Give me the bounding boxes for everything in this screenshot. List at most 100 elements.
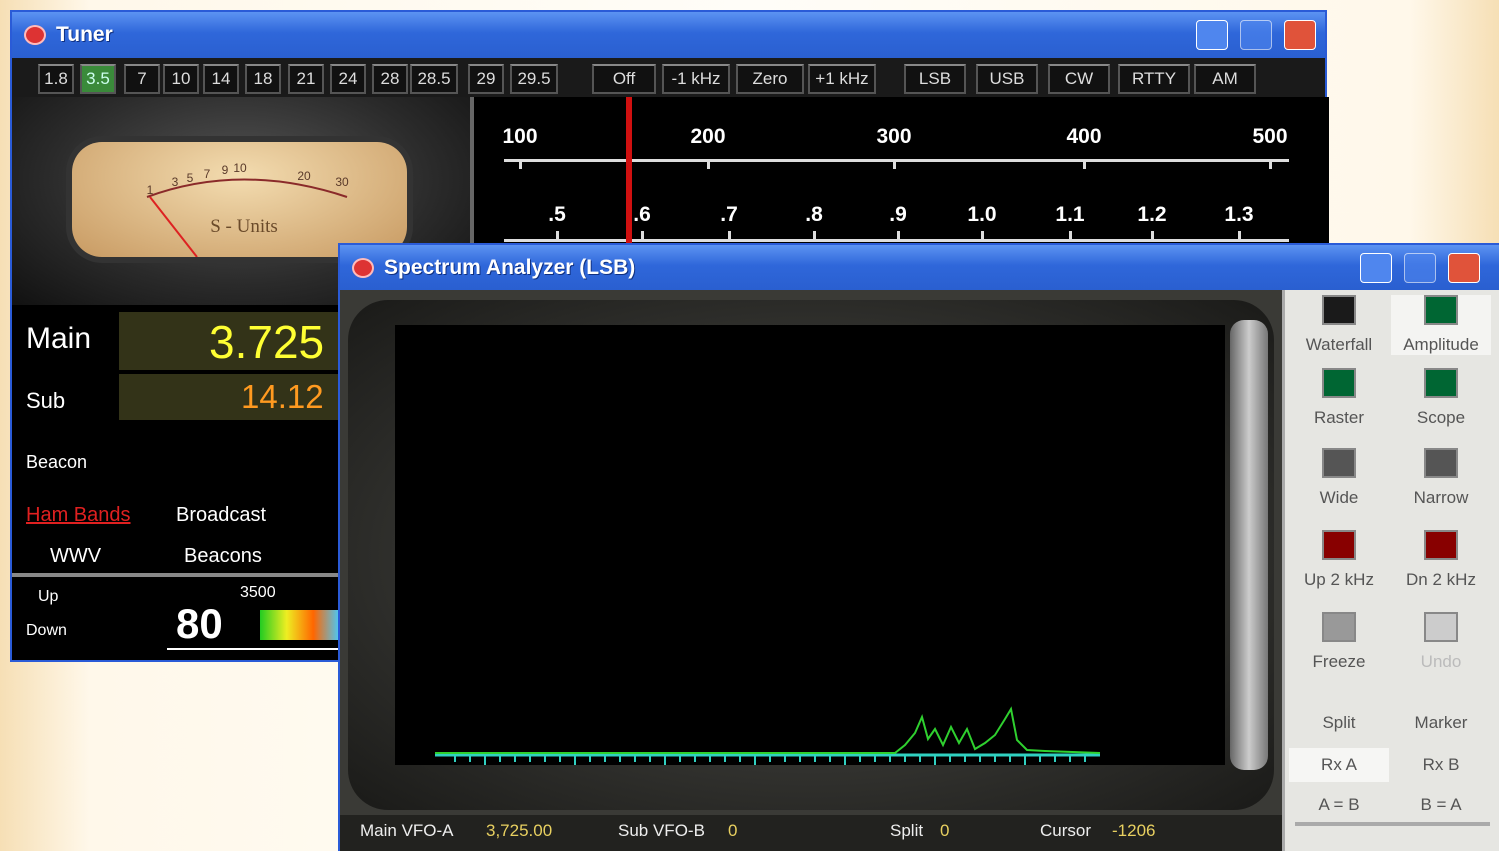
scale-tick	[981, 231, 984, 239]
scale-label: .7	[720, 203, 738, 227]
panel-button[interactable]: Amplitude	[1391, 295, 1491, 355]
up-label[interactable]: Up	[38, 588, 58, 606]
button-icon	[1424, 368, 1458, 398]
title-bar: Spectrum Analyzer (LSB)	[340, 245, 1499, 290]
spectrum-screen	[395, 325, 1225, 765]
button-label: Dn 2 kHz	[1391, 570, 1491, 590]
mode-button[interactable]: USB	[976, 64, 1038, 94]
mode-button[interactable]: CW	[1048, 64, 1110, 94]
band-button[interactable]: 29	[468, 64, 504, 94]
scale-label: .9	[889, 203, 907, 227]
scale-tick	[1269, 161, 1272, 169]
scale-line	[504, 239, 1289, 242]
panel-button[interactable]: Scope	[1391, 368, 1491, 428]
band-graph	[260, 610, 340, 640]
offset-button[interactable]: Zero	[736, 64, 804, 94]
down-label[interactable]: Down	[26, 622, 67, 640]
offset-button[interactable]: Off	[592, 64, 656, 94]
maximize-button[interactable]	[1404, 253, 1436, 283]
bezel-edge	[1230, 320, 1268, 770]
button-label: Narrow	[1391, 488, 1491, 508]
scale-label: 400	[1066, 125, 1101, 149]
meter-label: S - Units	[210, 216, 278, 237]
band-button[interactable]: 3.5	[80, 64, 116, 94]
tab[interactable]: Broadcast	[176, 504, 266, 527]
band-button[interactable]: 1.8	[38, 64, 74, 94]
band-button[interactable]: 28	[372, 64, 408, 94]
vfo-button[interactable]: Rx B	[1391, 748, 1491, 782]
button-label: Amplitude	[1391, 335, 1491, 355]
scale-tick	[556, 231, 559, 239]
window-title: Spectrum Analyzer (LSB)	[384, 256, 635, 280]
vfo-button[interactable]: Rx A	[1289, 748, 1389, 782]
scale-tick	[897, 231, 900, 239]
tuning-needle	[626, 97, 632, 245]
status-label: Cursor	[1040, 821, 1091, 841]
button-label: Freeze	[1289, 652, 1389, 672]
scale-label: .8	[805, 203, 823, 227]
band-button[interactable]: 21	[288, 64, 324, 94]
scale-label: 200	[690, 125, 725, 149]
mode-button[interactable]: RTTY	[1118, 64, 1190, 94]
scale-line	[504, 159, 1289, 162]
close-button[interactable]	[1448, 253, 1480, 283]
tab[interactable]: WWV	[50, 545, 101, 568]
slider[interactable]	[1295, 822, 1490, 826]
minimize-button[interactable]	[1196, 20, 1228, 50]
app-icon	[352, 258, 374, 278]
meter-tick: 20	[297, 169, 311, 183]
close-button[interactable]	[1284, 20, 1316, 50]
panel-button[interactable]: Narrow	[1391, 448, 1491, 508]
button-icon	[1424, 448, 1458, 478]
band-button[interactable]: 10	[163, 64, 199, 94]
button-label: Undo	[1391, 652, 1491, 672]
panel-button[interactable]: Up 2 kHz	[1289, 530, 1389, 590]
offset-button[interactable]: -1 kHz	[662, 64, 730, 94]
panel-button[interactable]: Freeze	[1289, 612, 1389, 672]
button-label: Wide	[1289, 488, 1389, 508]
main-label: Main	[26, 322, 91, 356]
scale-tick	[893, 161, 896, 169]
meter-tick: 5	[187, 171, 194, 185]
panel-button[interactable]: Raster	[1289, 368, 1389, 428]
panel-button[interactable]: Waterfall	[1289, 295, 1389, 355]
band-button[interactable]: 24	[330, 64, 366, 94]
panel-button[interactable]: Wide	[1289, 448, 1389, 508]
panel-button[interactable]: Dn 2 kHz	[1391, 530, 1491, 590]
maximize-button[interactable]	[1240, 20, 1272, 50]
status-value: 3,725.00	[486, 821, 552, 841]
band-number: 80	[176, 600, 223, 648]
tab[interactable]: Ham Bands	[26, 504, 131, 527]
vfo-button[interactable]: Split	[1289, 706, 1389, 740]
band-button[interactable]: 14	[203, 64, 239, 94]
button-icon	[1424, 530, 1458, 560]
meter-tick: 3	[172, 175, 179, 189]
offset-button[interactable]: +1 kHz	[808, 64, 876, 94]
band-button[interactable]: 18	[245, 64, 281, 94]
band-button[interactable]: 7	[124, 64, 160, 94]
vfo-button[interactable]: B = A	[1391, 788, 1491, 822]
minimize-button[interactable]	[1360, 253, 1392, 283]
mode-button[interactable]: LSB	[904, 64, 966, 94]
button-label: Waterfall	[1289, 335, 1389, 355]
band-start: 3500	[240, 584, 276, 602]
tab[interactable]: Beacons	[184, 545, 262, 568]
mode-button[interactable]: AM	[1194, 64, 1256, 94]
band-button[interactable]: 29.5	[510, 64, 558, 94]
status-value: -1206	[1112, 821, 1155, 841]
meter-tick: 10	[233, 161, 247, 175]
scale-tick	[1238, 231, 1241, 239]
app-icon	[24, 25, 46, 45]
main-frequency: 3.725	[209, 315, 324, 369]
vfo-button[interactable]: A = B	[1289, 788, 1389, 822]
band-button[interactable]: 28.5	[410, 64, 458, 94]
beacon-label: Beacon	[26, 452, 87, 473]
sub-frequency: 14.12	[241, 378, 324, 416]
vfo-button[interactable]: Marker	[1391, 706, 1491, 740]
control-panel: WaterfallAmplitudeRasterScope WideNarrow U…	[1282, 290, 1499, 851]
panel-button[interactable]: Undo	[1391, 612, 1491, 672]
scale-tick	[641, 231, 644, 239]
